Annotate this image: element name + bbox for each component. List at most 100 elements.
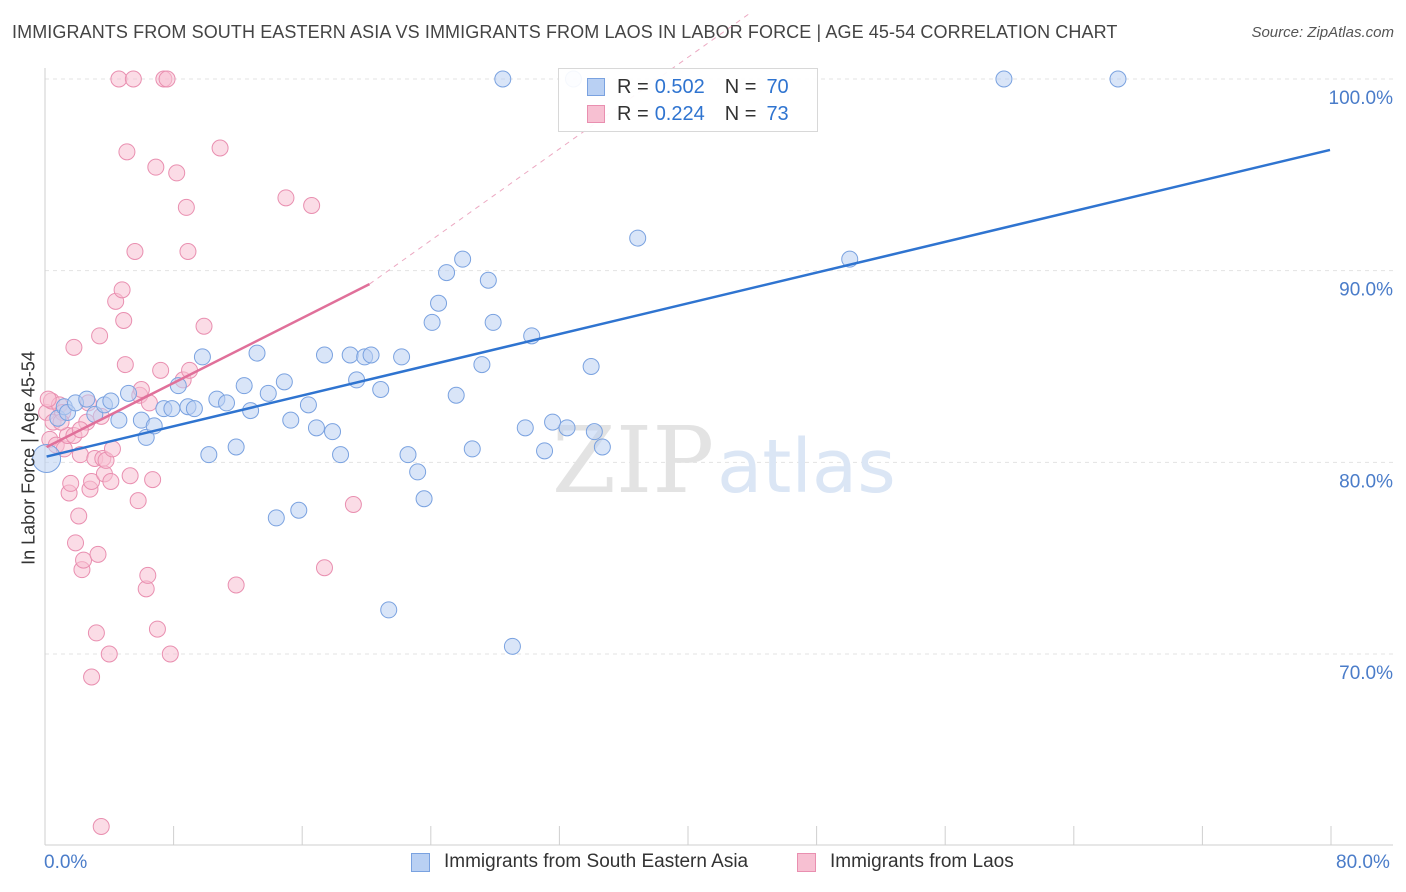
sea-point	[110, 411, 128, 429]
sea-point	[494, 70, 512, 88]
laos-point	[91, 327, 109, 345]
sea-point	[332, 446, 350, 464]
sea-point	[362, 346, 380, 364]
correlation-legend: R = 0.502 N = 70 R = 0.224 N = 73	[558, 68, 818, 132]
laos-point	[126, 243, 144, 260]
sea-point	[503, 637, 521, 655]
watermark: ZIP atlas	[552, 407, 896, 514]
legend-r-value: 0.224	[654, 102, 705, 125]
sea-point	[235, 377, 253, 395]
x-tick-label-max: 80.0%	[1336, 852, 1390, 873]
laos-point	[195, 317, 213, 335]
laos-point	[118, 143, 136, 161]
laos-point	[115, 312, 133, 329]
sea-point	[102, 392, 120, 410]
sea-point	[558, 419, 576, 437]
laos-point	[227, 576, 245, 594]
watermark-atlas: atlas	[717, 424, 896, 510]
laos-point	[277, 189, 295, 207]
sea-point	[299, 396, 317, 414]
laos-point	[211, 139, 229, 157]
legend-n-label: N =	[724, 75, 757, 98]
laos-point	[39, 390, 57, 408]
laos-point	[89, 545, 107, 563]
laos-point	[116, 356, 134, 374]
sea-point	[438, 264, 456, 282]
sea-point	[267, 509, 285, 527]
watermark-zip: ZIP	[552, 407, 714, 514]
legend-swatch-pink	[797, 852, 816, 872]
sea-trend-line	[46, 148, 1331, 458]
legend-swatch-pink	[587, 105, 605, 123]
laos-point	[62, 474, 80, 492]
grid-lines	[45, 78, 1393, 655]
sea-point	[78, 390, 96, 408]
sea-point	[32, 444, 62, 473]
laos-point	[148, 620, 166, 638]
sea-point	[423, 313, 441, 331]
laos-point	[179, 243, 197, 260]
legend-item-label: Immigrants from Laos	[830, 851, 1014, 872]
laos-point	[315, 559, 333, 577]
laos-point	[144, 471, 162, 489]
laos-point	[87, 624, 105, 642]
laos-point	[92, 818, 110, 835]
legend-n-value: 70	[766, 75, 789, 98]
laos-point	[83, 668, 101, 686]
legend-swatch-blue	[411, 852, 430, 872]
sea-point	[120, 384, 138, 402]
y-tick-label: 80.0%	[1339, 471, 1393, 492]
y-tick-label: 90.0%	[1339, 280, 1393, 301]
legend-r-label: R =	[617, 102, 649, 125]
sea-point	[473, 356, 491, 374]
sea-point	[307, 419, 325, 437]
x-tick-label-min: 0.0%	[44, 852, 88, 873]
laos-point	[303, 197, 321, 214]
laos-point	[158, 70, 176, 88]
legend-swatch-blue	[587, 78, 605, 96]
laos-point	[75, 551, 93, 569]
laos-point	[110, 70, 128, 88]
sea-point	[315, 346, 333, 364]
legend-item-laos[interactable]: Immigrants from Laos	[797, 851, 1014, 873]
laos-point	[161, 645, 179, 663]
legend-n-value: 73	[766, 102, 789, 125]
sea-point	[393, 348, 411, 366]
sea-point	[242, 402, 260, 420]
sea-point	[409, 463, 427, 481]
legend-r-value: 0.502	[654, 75, 705, 98]
laos-point	[147, 158, 165, 176]
sea-point	[582, 358, 600, 375]
sea-point	[995, 70, 1013, 88]
sea-point	[447, 386, 465, 404]
laos-point	[177, 198, 195, 216]
chart-title: IMMIGRANTS FROM SOUTH EASTERN ASIA VS IM…	[12, 22, 1118, 42]
sea-point	[259, 384, 277, 402]
legend-item-sea[interactable]: Immigrants from South Eastern Asia	[411, 851, 748, 873]
sea-point	[200, 446, 218, 464]
sea-point	[544, 413, 562, 431]
sea-point	[454, 250, 472, 268]
laos-point	[113, 281, 131, 299]
laos-point	[139, 566, 157, 584]
sea-point	[516, 419, 534, 437]
laos-point	[129, 492, 147, 510]
sea-point	[593, 438, 611, 456]
laos-point	[344, 496, 362, 513]
laos-point	[70, 507, 88, 525]
sea-point	[380, 601, 398, 619]
sea-point	[484, 313, 502, 331]
laos-point	[124, 70, 142, 88]
y-tick-label: 70.0%	[1339, 663, 1393, 684]
laos-point	[121, 467, 139, 485]
laos-point	[100, 645, 118, 663]
legend-row-sea: R = 0.502 N = 70	[559, 74, 789, 100]
sea-point	[163, 400, 181, 418]
sea-point	[227, 438, 245, 456]
laos-point	[168, 164, 186, 182]
laos-point	[65, 338, 83, 356]
laos-points	[38, 70, 362, 835]
sea-point	[185, 400, 203, 418]
sea-point	[629, 229, 647, 247]
